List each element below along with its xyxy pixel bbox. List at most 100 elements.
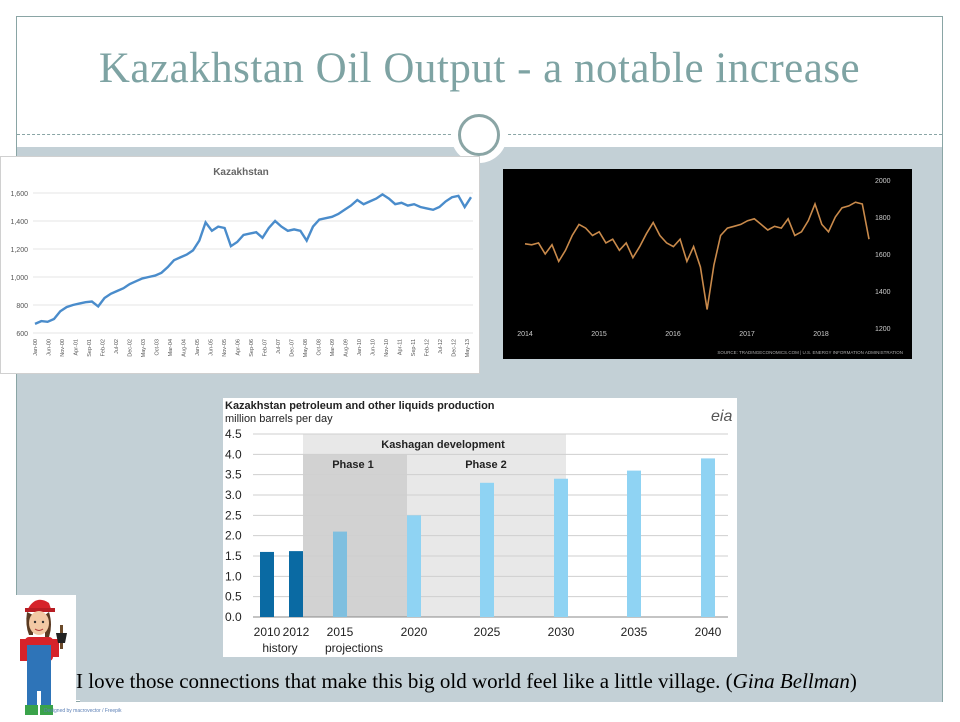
gardener-icon (20, 599, 67, 715)
chart2-xtick-label: 2016 (665, 331, 681, 338)
chart1-xtick-label: Sep-06 (249, 339, 255, 357)
chart1-xtick-label: Oct-03 (155, 339, 161, 356)
chart1-xtick-label: Dec-12 (452, 339, 458, 357)
chart1-xtick-label: Oct-08 (317, 339, 323, 356)
chart1-xtick-label: Jan-00 (33, 339, 39, 356)
chart1-ytick-label: 1,400 (10, 219, 28, 226)
chart2-ytick-label: 1600 (875, 252, 891, 259)
phase1-label: Phase 1 (332, 459, 374, 471)
quote-text: I love those connections that make this … (76, 669, 733, 693)
chart1-ytick-label: 1,600 (10, 191, 28, 198)
chart3-xtick-label: 2035 (621, 625, 648, 639)
chart1-xtick-label: Jul-02 (114, 339, 120, 354)
chart3-bar (554, 478, 568, 617)
chart1-xtick-label: May-03 (141, 339, 147, 357)
chart3-ytick-label: 2.0 (225, 529, 242, 543)
chart1-xtick-label: Mar-09 (330, 339, 336, 356)
chart3-xtick-label: 2020 (401, 625, 428, 639)
chart1-xtick-label: Feb-12 (425, 339, 431, 356)
chart2-series-line (524, 201, 870, 310)
chart3-ytick-label: 3.0 (225, 488, 242, 502)
chart3-title: Kazakhstan petroleum and other liquids p… (225, 400, 495, 412)
chart1-svg: Kazakhstan 600 800 1,000 1,200 1,400 1,600 Jan… (10, 167, 473, 357)
chart2-ytick-label: 1800 (875, 215, 891, 222)
chart1-xtick-label: Jul-07 (276, 339, 282, 354)
quote-close: ) (849, 669, 857, 693)
chart1-xtick-label: Mar-04 (168, 339, 174, 356)
chart3-ytick-label: 2.5 (225, 508, 242, 522)
chart1-xtick-label: Apr-06 (236, 339, 242, 356)
chart1-xtick-label: Jun-10 (371, 339, 377, 356)
chart3-ytick-label: 0.0 (225, 610, 242, 624)
history-label: history (262, 641, 297, 655)
chart1-ytick-label: 800 (16, 303, 28, 310)
chart1-xtick-label: Feb-02 (101, 339, 107, 356)
kashagan-label: Kashagan development (381, 439, 505, 451)
chart1-ytick-label: 1,200 (10, 247, 28, 254)
chart1-xtick-label: Sep-11 (411, 339, 417, 356)
chart3-ytick-label: 1.5 (225, 549, 242, 563)
phase2-label: Phase 2 (465, 459, 507, 471)
eia-bar-chart: Kazakhstan petroleum and other liquids p… (223, 398, 737, 657)
circle-icon (458, 114, 500, 156)
quote-author: Gina Bellman (732, 669, 850, 693)
quote-bar (80, 670, 942, 702)
chart3-xtick-label: 2025 (474, 625, 501, 639)
chart1-series-line (34, 192, 473, 325)
eia-logo-text: eia (711, 408, 732, 425)
chart1-xtick-label: Feb-07 (263, 339, 269, 356)
chart3-ytick-label: 3.5 (225, 468, 242, 482)
chart1-xtick-label: Jan-10 (357, 339, 363, 356)
chart1-xtick-label: Sep-01 (87, 339, 93, 357)
chart1-xtick-label: Apr-11 (398, 339, 404, 355)
quote: I love those connections that make this … (76, 669, 946, 694)
image-credit: Designed by macrovector / Freepik (44, 708, 122, 714)
chart2-ytick-label: 1400 (875, 289, 891, 296)
chart3-xtick-label: 2040 (695, 625, 722, 639)
chart3-bar (289, 551, 303, 617)
chart1-xtick-label: Apr-01 (74, 339, 80, 356)
chart2-ytick-label: 2000 (875, 178, 891, 185)
chart3-xtick-label: 2030 (548, 625, 575, 639)
chart3-bar (260, 551, 274, 617)
chart1-xtick-label: Nov-10 (384, 339, 390, 357)
chart3-xtick-label: 2015 (327, 625, 354, 639)
chart3-ytick-label: 4.0 (225, 447, 242, 461)
chart2-xtick-label: 2018 (813, 331, 829, 338)
chart1-title: Kazakhstan (213, 167, 269, 178)
slide-title: Kazakhstan Oil Output - a notable increa… (98, 45, 861, 92)
chart3-xtick-label: 2010 (254, 625, 281, 639)
kazakhstan-output-line-chart: Kazakhstan 600 800 1,000 1,200 1,400 1,600 Jan… (0, 156, 480, 374)
chart1-xtick-label: Nov-05 (222, 339, 228, 357)
chart2-xtick-label: 2017 (739, 331, 755, 338)
chart1-xtick-label: Dec-02 (128, 339, 134, 357)
chart3-ytick-label: 4.5 (225, 427, 242, 441)
chart1-xtick-label: Jun-00 (47, 339, 53, 356)
chart2-xtick-label: 2014 (517, 331, 533, 338)
trading-economics-line-chart: SOURCE: TRADINGECONOMICS.COM | U.S. ENER… (503, 169, 912, 359)
chart3-bar (407, 515, 421, 617)
chart2-ytick-label: 1200 (875, 326, 891, 333)
chart1-xtick-label: May-13 (465, 339, 471, 357)
chart1-xtick-label: Jul-12 (438, 339, 444, 354)
chart2-xtick-label: 2015 (591, 331, 607, 338)
chart3-bar (480, 482, 494, 617)
chart1-xtick-label: Nov-00 (60, 339, 66, 357)
chart1-xtick-label: Aug-09 (344, 339, 350, 357)
chart1-xtick-label: Jan-05 (195, 339, 201, 356)
chart1-xtick-label: Aug-04 (182, 339, 188, 357)
chart3-bar (627, 470, 641, 617)
chart3-subtitle: million barrels per day (225, 413, 333, 425)
chart3-xtick-label: 2012 (283, 625, 310, 639)
chart1-xtick-label: May-08 (303, 339, 309, 357)
chart2-source: SOURCE: TRADINGECONOMICS.COM | U.S. ENER… (717, 350, 903, 355)
gardener-illustration (13, 595, 76, 717)
chart1-ytick-label: 600 (16, 331, 28, 338)
chart1-ytick-label: 1,000 (10, 275, 28, 282)
chart3-bar (333, 531, 347, 617)
chart1-xtick-label: Jun-05 (209, 339, 215, 356)
chart3-ytick-label: 1.0 (225, 569, 242, 583)
chart1-xtick-label: Dec-07 (290, 339, 296, 357)
chart2-svg: SOURCE: TRADINGECONOMICS.COM | U.S. ENER… (517, 178, 903, 355)
projections-label: projections (325, 641, 383, 655)
